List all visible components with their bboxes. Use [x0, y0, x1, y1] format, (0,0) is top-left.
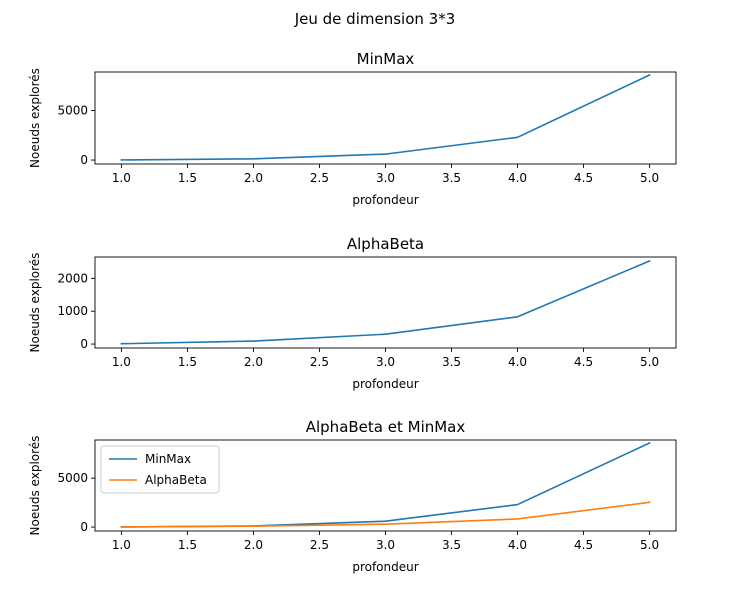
- x-tick-label: 3.5: [442, 355, 461, 369]
- legend: MinMax AlphaBeta: [100, 445, 220, 494]
- y-tick-label: 2000: [57, 271, 88, 285]
- x-axis-label: profondeur: [352, 193, 418, 207]
- x-tick-label: 1.0: [112, 355, 131, 369]
- x-tick-label: 2.0: [244, 355, 263, 369]
- y-axis-label: Noeuds explorés: [28, 68, 42, 168]
- x-tick-label: 2.5: [310, 355, 329, 369]
- x-tick-label: 4.5: [574, 171, 593, 185]
- series-line-alphabeta: [120, 501, 651, 528]
- x-tick-label: 3.0: [376, 538, 395, 552]
- legend-label-alphabeta: AlphaBeta: [145, 473, 207, 487]
- series-line-nodes: [120, 73, 651, 161]
- x-tick-label: 2.0: [244, 171, 263, 185]
- x-tick-label: 4.0: [508, 171, 527, 185]
- subplot-title: AlphaBeta et MinMax: [306, 418, 466, 436]
- subplot-2: AlphaBeta 1.0 1.5 2.0 2.5 3.0 3.5 4.0 4.5 5.0 0 100…: [28, 235, 677, 391]
- x-tick-label: 5.0: [640, 355, 659, 369]
- x-tick-label: 4.0: [508, 538, 527, 552]
- series-line-nodes: [120, 259, 651, 345]
- subplots: MinMax 1.0 1.5 2.0 2.5 3.0 3.5 4.0 4.5 5.0 0 5000 pr…: [28, 50, 677, 574]
- subplot-title: AlphaBeta: [347, 235, 424, 253]
- x-tick-label: 5.0: [640, 538, 659, 552]
- y-tick-label: 5000: [57, 471, 88, 485]
- legend-box: [100, 445, 220, 494]
- subplot-title: MinMax: [357, 50, 415, 68]
- legend-label-minmax: MinMax: [145, 452, 191, 466]
- y-tick-label: 0: [80, 520, 88, 534]
- x-tick-label: 3.0: [376, 355, 395, 369]
- x-tick-label: 4.5: [574, 538, 593, 552]
- y-tick-label: 0: [80, 337, 88, 351]
- x-tick-label: 1.5: [178, 538, 197, 552]
- x-tick-label: 1.0: [112, 171, 131, 185]
- x-tick-label: 2.0: [244, 538, 263, 552]
- x-tick-label: 1.5: [178, 171, 197, 185]
- x-tick-label: 1.5: [178, 355, 197, 369]
- x-tick-label: 3.5: [442, 538, 461, 552]
- y-tick-label: 0: [80, 153, 88, 167]
- y-tick-label: 1000: [57, 304, 88, 318]
- subplot-1: MinMax 1.0 1.5 2.0 2.5 3.0 3.5 4.0 4.5 5.0 0 5000 pr…: [28, 50, 677, 207]
- x-tick-label: 3.5: [442, 171, 461, 185]
- figure-suptitle: Jeu de dimension 3*3: [294, 10, 456, 28]
- x-tick-label: 4.5: [574, 355, 593, 369]
- y-tick-label: 5000: [57, 104, 88, 118]
- x-tick-label: 1.0: [112, 538, 131, 552]
- subplot-3: AlphaBeta et MinMax 1.0 1.5 2.0 2.5 3.0 3.5 4.0…: [28, 418, 677, 574]
- x-tick-label: 4.0: [508, 355, 527, 369]
- x-axis-label: profondeur: [352, 560, 418, 574]
- x-tick-label: 3.0: [376, 171, 395, 185]
- x-tick-label: 2.5: [310, 538, 329, 552]
- x-tick-label: 2.5: [310, 171, 329, 185]
- y-axis-label: Noeuds explorés: [28, 253, 42, 353]
- y-axis-label: Noeuds explorés: [28, 436, 42, 536]
- x-tick-label: 5.0: [640, 171, 659, 185]
- x-axis-label: profondeur: [352, 377, 418, 391]
